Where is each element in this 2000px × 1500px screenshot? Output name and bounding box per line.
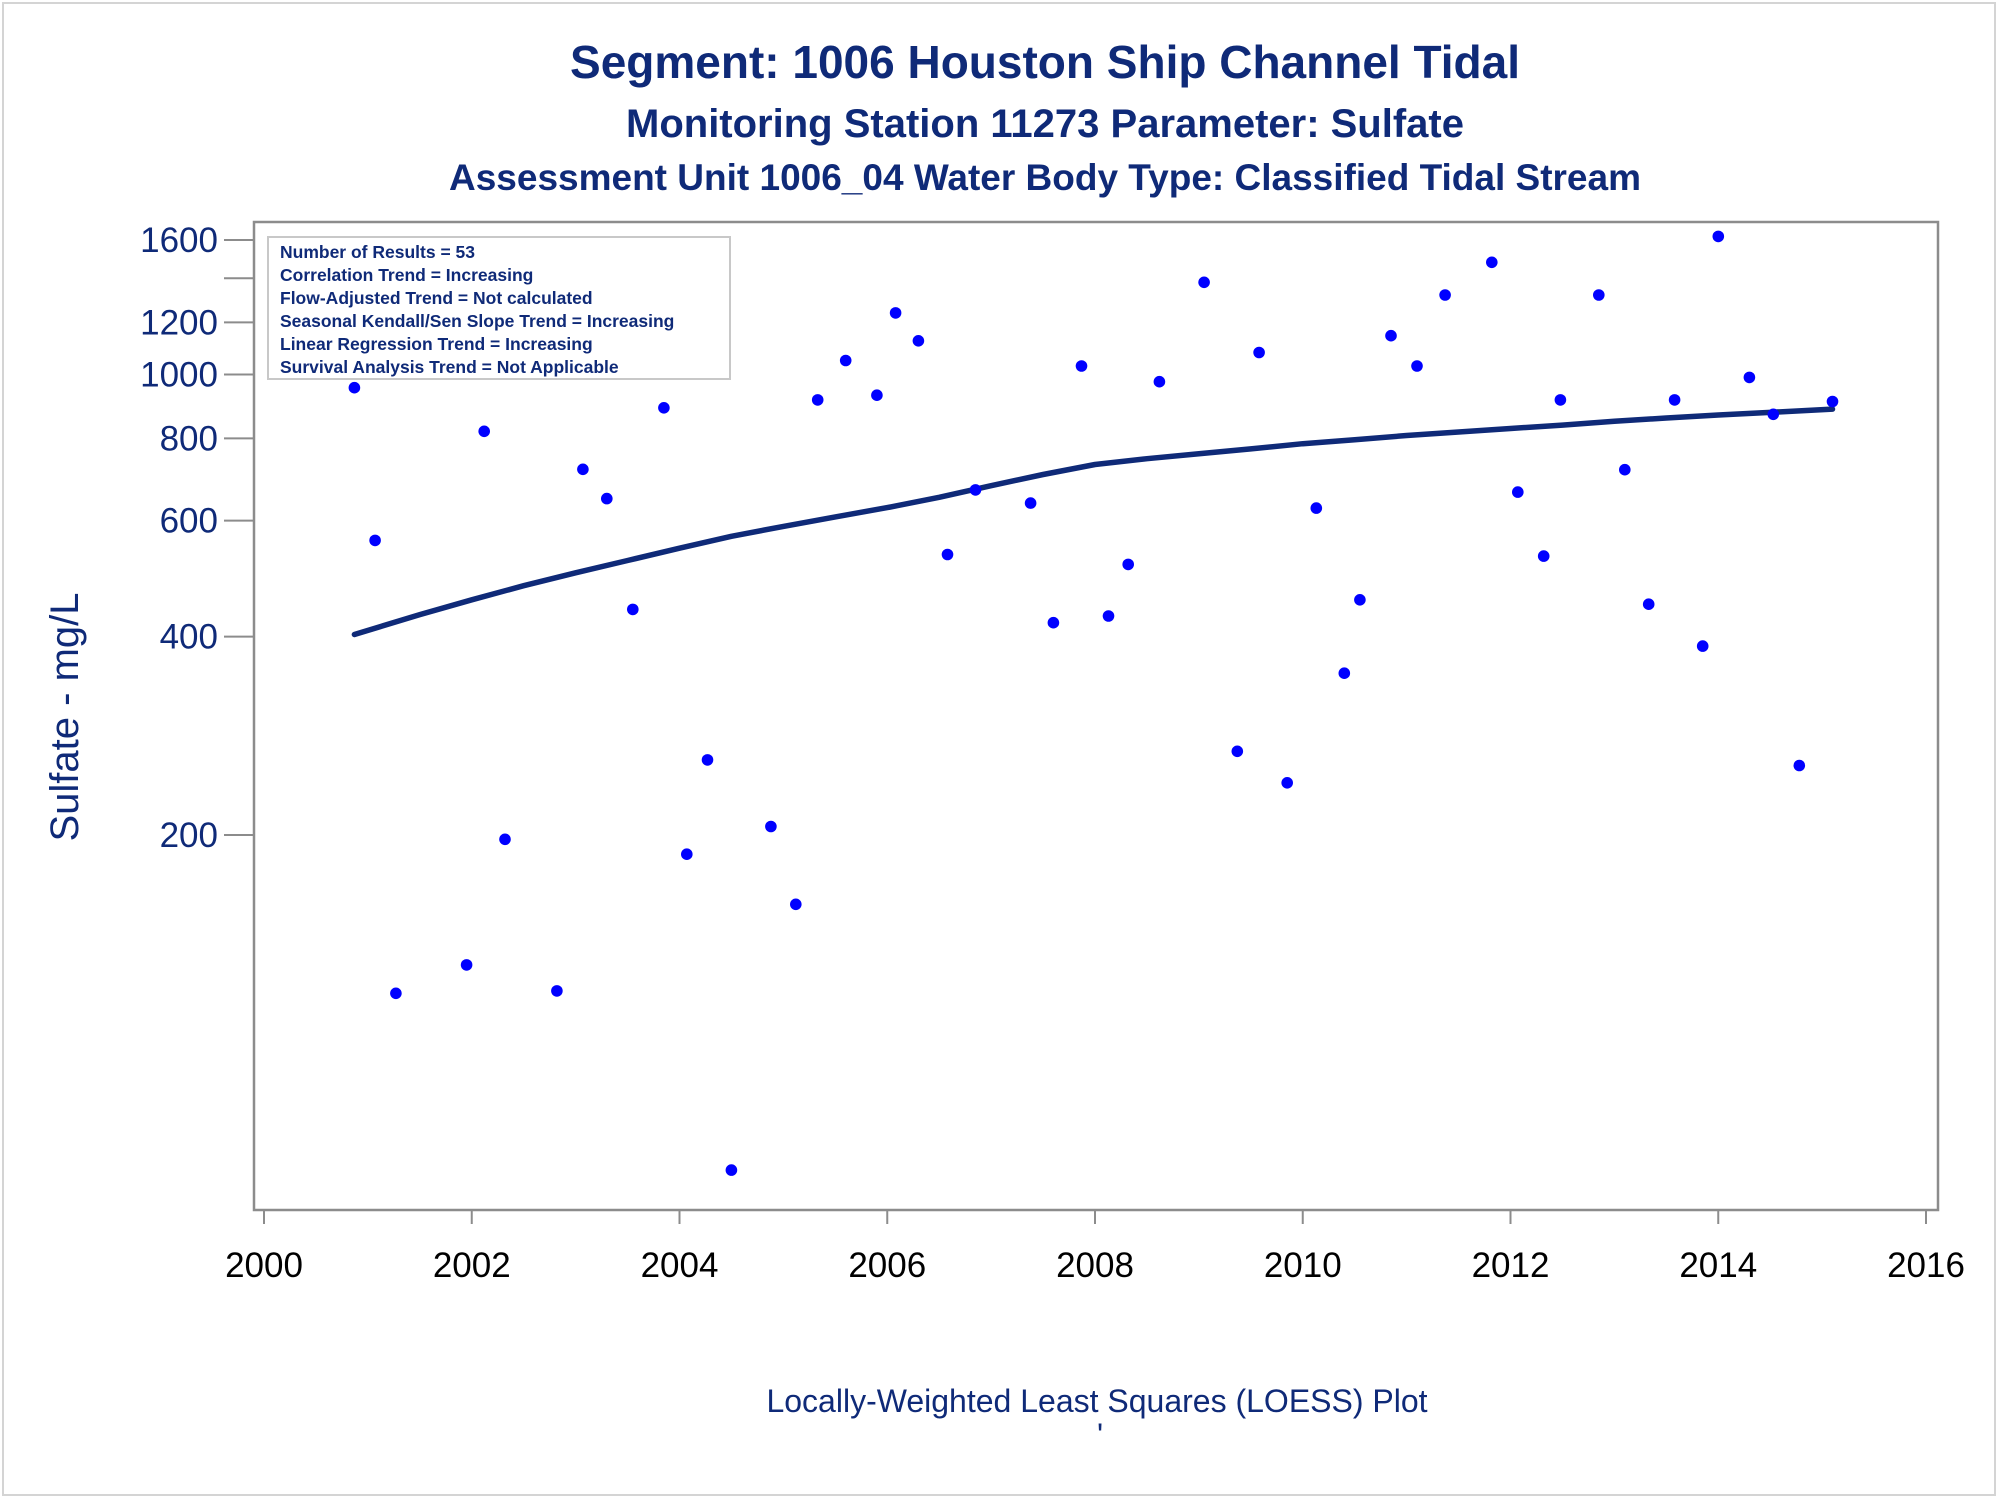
plot-area — [252, 220, 1940, 1212]
data-point-43 — [1554, 394, 1567, 406]
data-point-22 — [941, 548, 954, 561]
data-point-34 — [1310, 502, 1323, 514]
data-point-13 — [701, 754, 714, 766]
y-tick-label-600: 600 — [160, 502, 218, 541]
data-point-45 — [1619, 463, 1631, 476]
data-point-40 — [1486, 256, 1498, 269]
data-point-1 — [348, 381, 361, 394]
x-tick-label-2012: 2012 — [1472, 1246, 1550, 1285]
y-tick-label-1200: 1200 — [140, 303, 218, 342]
data-point-6 — [499, 833, 511, 846]
data-point-49 — [1712, 230, 1725, 243]
y-axis-label: Sulfate - mg/L — [43, 592, 87, 841]
data-point-8 — [577, 463, 589, 476]
data-point-15 — [765, 820, 777, 833]
data-point-50 — [1743, 371, 1756, 384]
data-point-7 — [551, 985, 563, 997]
data-point-47 — [1668, 394, 1681, 406]
footnote-mark: ' — [1097, 1417, 1103, 1453]
data-point-19 — [871, 389, 883, 402]
data-point-12 — [681, 848, 693, 860]
data-point-14 — [725, 1164, 738, 1176]
data-point-33 — [1281, 777, 1293, 789]
legend-line-4: Seasonal Kendall/Sen Slope Trend = Incre… — [280, 311, 674, 331]
data-point-29 — [1153, 375, 1166, 388]
chart-title: Segment: 1006 Houston Ship Channel Tidal — [570, 36, 1520, 88]
legend-line-6: Survival Analysis Trend = Not Applicable — [280, 357, 619, 377]
data-point-30 — [1198, 276, 1210, 289]
x-tick-label-2002: 2002 — [433, 1246, 511, 1285]
y-tick-label-200: 200 — [160, 816, 218, 855]
legend-line-3: Flow-Adjusted Trend = Not calculated — [280, 288, 593, 308]
data-point-35 — [1338, 667, 1351, 679]
data-point-36 — [1354, 594, 1366, 606]
y-tick-label-400: 400 — [160, 618, 218, 657]
plot-caption: Locally-Weighted Least Squares (LOESS) P… — [766, 1383, 1427, 1419]
data-point-53 — [1826, 395, 1839, 408]
data-point-28 — [1122, 558, 1134, 571]
y-tick-label-800: 800 — [160, 419, 218, 458]
trend-layer — [351, 406, 1836, 638]
data-point-41 — [1512, 486, 1524, 498]
data-point-44 — [1593, 289, 1605, 301]
data-point-39 — [1439, 289, 1451, 301]
legend-frame — [267, 236, 731, 380]
data-point-3 — [390, 987, 402, 1000]
data-point-11 — [658, 402, 670, 414]
x-tick-label-2008: 2008 — [1056, 1246, 1134, 1285]
data-point-21 — [912, 335, 925, 347]
data-point-17 — [811, 394, 824, 406]
y-tick-label-1600: 1600 — [140, 221, 218, 260]
x-tick-label-2016: 2016 — [1887, 1246, 1965, 1285]
x-tick-label-2000: 2000 — [225, 1246, 303, 1285]
data-point-42 — [1537, 550, 1550, 562]
data-point-18 — [839, 354, 852, 367]
data-point-4 — [460, 959, 473, 971]
legend-box: Number of Results = 53 Correlation Trend … — [267, 236, 731, 380]
chart-subtitle: Monitoring Station 11273 Parameter: Sulf… — [626, 102, 1464, 146]
data-point-46 — [1642, 598, 1655, 610]
data-point-10 — [627, 603, 639, 616]
data-point-52 — [1793, 759, 1806, 772]
x-tick-label-2004: 2004 — [641, 1246, 719, 1285]
data-point-27 — [1102, 610, 1115, 622]
data-point-23 — [969, 484, 982, 496]
data-point-31 — [1231, 745, 1244, 758]
loess-trend-line — [351, 406, 1836, 638]
data-point-2 — [369, 534, 381, 547]
points-layer — [348, 230, 1839, 1176]
data-point-5 — [478, 425, 491, 438]
y-axis: 200 400 600 800 1000 1200 1600 — [140, 221, 254, 855]
data-point-25 — [1047, 616, 1060, 629]
x-tick-label-2014: 2014 — [1679, 1246, 1757, 1285]
data-point-9 — [601, 492, 613, 505]
x-axis: 2000 2002 2004 2006 2008 2010 2012 2014 2016 — [225, 1210, 1965, 1285]
y-tick-label-1000: 1000 — [140, 355, 218, 394]
data-point-37 — [1385, 329, 1397, 342]
data-point-20 — [889, 307, 902, 319]
data-point-16 — [790, 898, 802, 911]
chart-subtitle-2: Assessment Unit 1006_04 Water Body Type:… — [449, 157, 1641, 198]
data-point-26 — [1075, 360, 1088, 372]
data-point-24 — [1024, 497, 1037, 509]
data-point-48 — [1696, 640, 1709, 652]
legend-line-5: Linear Regression Trend = Increasing — [280, 334, 593, 354]
x-tick-label-2010: 2010 — [1264, 1246, 1342, 1285]
legend-lines: Number of Results = 53 Correlation Trend … — [280, 242, 674, 377]
data-point-32 — [1253, 346, 1265, 359]
data-point-51 — [1767, 408, 1780, 421]
x-tick-label-2006: 2006 — [848, 1246, 926, 1285]
legend-line-2: Correlation Trend = Increasing — [280, 265, 533, 285]
legend-line-1: Number of Results = 53 — [280, 242, 475, 262]
data-point-38 — [1411, 360, 1423, 372]
